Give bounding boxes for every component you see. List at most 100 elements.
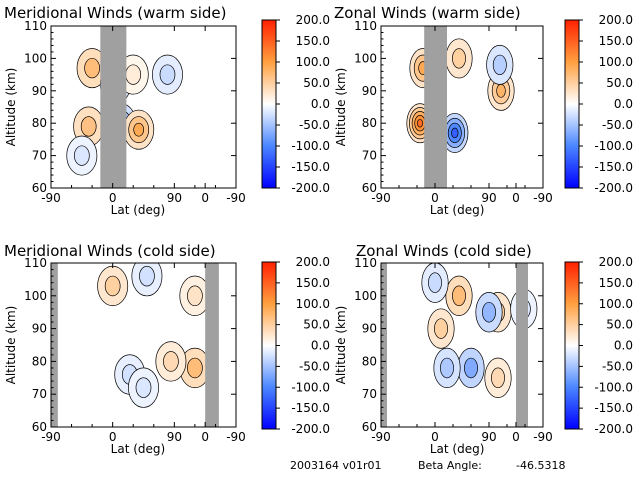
x-tick-label: 90: [481, 430, 496, 444]
wind-feature: [123, 109, 155, 150]
wind-feature: [66, 135, 98, 176]
y-tick-label: 90: [32, 322, 47, 336]
wind-feature: [179, 275, 211, 316]
contour-level: [452, 285, 466, 307]
colorbar-tick-label: 100.0: [296, 297, 330, 311]
x-tick-label: 0: [431, 430, 439, 444]
data-gap: [51, 263, 58, 427]
y-axis-label: Altitude (km): [334, 68, 348, 147]
contour-level: [491, 367, 505, 389]
y-tick-label: 80: [362, 354, 377, 368]
wind-feature: [155, 341, 187, 382]
contour-level: [163, 351, 179, 372]
colorbar-tick-label: -150.0: [594, 401, 633, 415]
y-tick-label: 90: [32, 84, 47, 98]
y-axis-label: Altitude (km): [4, 306, 18, 385]
y-tick-label: 60: [362, 181, 377, 195]
contour-level: [434, 318, 448, 339]
y-tick-label: 100: [354, 289, 377, 303]
contour-level: [139, 265, 155, 287]
plot-area: [406, 26, 515, 188]
x-tick-label: -90: [371, 191, 391, 205]
x-tick-label: 90: [481, 191, 496, 205]
contour-level: [492, 54, 507, 76]
y-axis-label: Altitude (km): [334, 306, 348, 385]
colorbar-tick-label: 50.0: [606, 76, 633, 90]
contour-level: [464, 357, 478, 379]
beta-angle-label: Beta Angle:: [418, 459, 482, 472]
contour-level: [104, 275, 121, 297]
y-tick-label: 110: [354, 19, 377, 33]
colorbar-scale: [564, 261, 580, 430]
plot-frame: [380, 25, 544, 189]
panel: -90 0 90 0 -90 Lat (deg) 60 70 80 90 100 110 Altitud…: [334, 256, 553, 456]
colorbar-tick-label: 50.0: [606, 318, 633, 332]
x-tick-label: 0: [201, 191, 209, 205]
colorbar-tick-label: 0.0: [614, 339, 633, 353]
contour-level: [428, 272, 442, 293]
wind-feature: [179, 347, 211, 389]
y-tick-label: 100: [24, 289, 47, 303]
contour-level: [482, 301, 496, 323]
colorbar-tick-label: 50.0: [303, 318, 330, 332]
colorbar-tick-label: 0.0: [311, 339, 330, 353]
wind-feature: [152, 54, 183, 95]
x-axis-label: Lat (deg): [111, 442, 166, 456]
x-tick-label: 90: [167, 191, 182, 205]
wind-feature: [433, 347, 461, 389]
data-gap: [205, 263, 219, 427]
x-tick-label: 0: [201, 430, 209, 444]
contour-level: [187, 285, 203, 307]
contour-level: [133, 122, 145, 137]
x-tick-label: -90: [533, 191, 553, 205]
x-tick-label: -90: [371, 430, 391, 444]
colorbar: 200.0 150.0 100.0 50.0 0.0 -50.0 -100.0 -150.0 -…: [261, 13, 330, 195]
colorbar-tick-label: -100.0: [291, 139, 330, 153]
panel-title: Zonal Winds (warm side): [334, 4, 521, 22]
panel: -90 0 90 0 -90 Lat (deg) 60 70 80 90 100 110 Altitud…: [4, 256, 246, 456]
contour-level: [159, 64, 176, 85]
plot-area: [51, 263, 219, 427]
y-tick-label: 90: [362, 322, 377, 336]
colorbar-tick-label: -50.0: [602, 118, 633, 132]
colorbar-tick-label: 200.0: [296, 13, 330, 27]
colorbar-tick-label: 150.0: [599, 34, 633, 48]
contour-level: [80, 116, 97, 137]
x-tick-label: -90: [533, 430, 553, 444]
colorbar-tick-label: -200.0: [594, 422, 633, 436]
plot-frame: [50, 25, 237, 189]
data-gap: [424, 26, 447, 188]
x-axis-label: Lat (deg): [111, 203, 166, 217]
plot-frame: [380, 262, 544, 428]
panel-title: Zonal Winds (cold side): [356, 242, 532, 260]
wind-feature: [427, 308, 455, 349]
data-gap: [381, 263, 387, 427]
colorbar-tick-label: 0.0: [311, 97, 330, 111]
wind-feature: [457, 347, 485, 389]
contour-level: [84, 57, 100, 79]
panel: -90 0 90 0 -90 Lat (deg) 60 70 80 90 100 110 Altitud…: [334, 19, 553, 217]
y-tick-label: 60: [32, 181, 47, 195]
plot-area: [381, 263, 538, 427]
colorbar-tick-label: 150.0: [599, 276, 633, 290]
colorbar-tick-label: -150.0: [291, 401, 330, 415]
wind-feature: [76, 48, 108, 89]
wind-feature: [486, 44, 514, 85]
colorbar-tick-label: 200.0: [296, 255, 330, 269]
x-axis-label: Lat (deg): [430, 203, 485, 217]
y-tick-label: 60: [362, 420, 377, 434]
colorbar-tick-label: -100.0: [594, 139, 633, 153]
colorbar-tick-label: 200.0: [599, 13, 633, 27]
colorbar-scale: [261, 261, 277, 430]
y-tick-label: 80: [32, 116, 47, 130]
x-tick-label: -90: [226, 191, 246, 205]
x-tick-label: 0: [512, 430, 520, 444]
colorbar-tick-label: -200.0: [594, 181, 633, 195]
colorbar-tick-label: 100.0: [599, 297, 633, 311]
colorbar-tick-label: 100.0: [599, 55, 633, 69]
x-tick-label: 0: [512, 191, 520, 205]
wind-feature: [484, 357, 512, 398]
y-axis-label: Altitude (km): [4, 68, 18, 147]
